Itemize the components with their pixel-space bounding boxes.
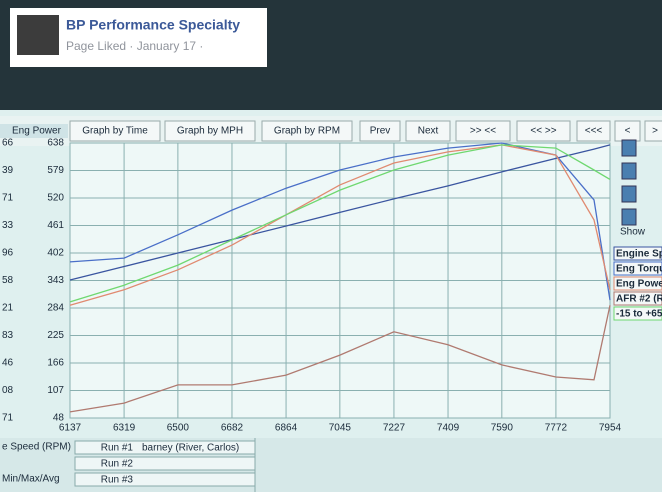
toolbar-button[interactable]: << >> <box>516 120 571 142</box>
button-face[interactable] <box>261 120 353 142</box>
run-name: barney (River, Carlos) <box>142 443 239 454</box>
button-face[interactable] <box>164 120 256 142</box>
legend-label: Eng Power <box>616 279 662 290</box>
left-axis-label: 83 <box>2 330 14 341</box>
legend-label: AFR #2 (Re <box>616 294 662 305</box>
run-label: Run #2 <box>101 459 134 470</box>
button-label[interactable]: > <box>652 126 658 137</box>
y-tick-label: 638 <box>47 138 64 149</box>
legend-label: Eng Torqu <box>616 264 662 275</box>
x-tick-label: 6137 <box>59 423 82 434</box>
y-tick-label: 284 <box>47 303 64 314</box>
side-button[interactable] <box>621 139 637 157</box>
x-tick-label: 7409 <box>437 423 460 434</box>
left-axis-label: 21 <box>2 303 14 314</box>
left-axis-label: 33 <box>2 220 14 231</box>
toolbar-button[interactable]: Prev <box>359 120 401 142</box>
axis-header <box>0 124 68 138</box>
left-axis-label: 46 <box>2 358 14 369</box>
legend-box <box>613 276 662 291</box>
toolbar-button[interactable]: Next <box>405 120 451 142</box>
toolbar-button[interactable]: <<< <box>576 120 611 142</box>
legend-box <box>613 261 662 276</box>
y-tick-label: 166 <box>47 358 64 369</box>
button-face[interactable] <box>516 120 571 142</box>
post-title: BP Performance Specialty <box>66 17 240 33</box>
button-label[interactable]: < <box>625 126 631 137</box>
y-tick-label: 402 <box>47 248 64 259</box>
x-axis-label: e Speed (RPM) <box>2 442 71 453</box>
y-tick-label: 48 <box>53 413 65 424</box>
run-label: Run #3 <box>101 475 134 486</box>
x-tick-label: 6319 <box>113 423 136 434</box>
side-button[interactable] <box>621 185 637 203</box>
x-tick-label: 6500 <box>167 423 190 434</box>
toolbar-button[interactable]: > <box>644 120 662 142</box>
button-face[interactable] <box>455 120 511 142</box>
button-label[interactable]: >> << <box>470 126 496 137</box>
left-axis-label: 66 <box>2 138 14 149</box>
button-label[interactable]: << >> <box>530 126 556 137</box>
left-axis-label: 71 <box>2 193 14 204</box>
series-line <box>69 144 611 303</box>
button-face[interactable] <box>359 120 401 142</box>
x-tick-label: 7954 <box>599 423 622 434</box>
toolbar-button[interactable]: < <box>614 120 641 142</box>
run-row <box>74 472 256 487</box>
y-tick-label: 579 <box>47 165 64 176</box>
run-row <box>74 456 256 471</box>
toolbar-button[interactable]: Graph by Time <box>69 120 161 142</box>
button-label[interactable]: Prev <box>370 126 391 137</box>
run-label: Run #1 <box>101 443 134 454</box>
button-label[interactable]: Next <box>418 126 439 137</box>
legend-label: Engine Spe <box>616 249 662 260</box>
left-axis-label: 58 <box>2 275 14 286</box>
left-axis-label: 71 <box>2 413 14 424</box>
legend-box <box>613 246 662 261</box>
y-tick-label: 107 <box>47 385 64 396</box>
series-line <box>69 144 611 306</box>
x-tick-label: 7045 <box>329 423 352 434</box>
min-max-label: Min/Max/Avg <box>2 474 60 485</box>
button-face[interactable] <box>69 120 161 142</box>
x-tick-label: 7227 <box>383 423 406 434</box>
button-label[interactable]: <<< <box>585 126 603 137</box>
side-button[interactable] <box>621 162 637 180</box>
left-axis-label: 39 <box>2 165 14 176</box>
legend-label: -15 to +65 <box>616 309 662 320</box>
button-label[interactable]: Graph by RPM <box>274 126 340 137</box>
post-subtitle: Page Liked · January 17 · <box>66 39 203 53</box>
legend-box <box>613 306 662 321</box>
button-label[interactable]: Graph by Time <box>82 126 148 137</box>
y-tick-label: 520 <box>47 193 64 204</box>
button-face[interactable] <box>405 120 451 142</box>
y-tick-label: 461 <box>47 220 64 231</box>
x-tick-label: 6682 <box>221 423 244 434</box>
side-button[interactable] <box>621 208 637 226</box>
button-label[interactable]: Graph by MPH <box>177 126 243 137</box>
toolbar-button[interactable]: Graph by MPH <box>164 120 256 142</box>
toolbar-button[interactable]: Graph by RPM <box>261 120 353 142</box>
y-axis-label: Eng Power <box>12 126 62 137</box>
y-tick-label: 225 <box>47 330 64 341</box>
legend-box <box>613 291 662 306</box>
run-row <box>74 440 256 455</box>
x-tick-label: 7772 <box>545 423 568 434</box>
y-tick-label: 343 <box>47 275 64 286</box>
avatar <box>17 15 59 55</box>
left-axis-label: 08 <box>2 385 14 396</box>
series-line <box>69 144 611 281</box>
button-face[interactable] <box>644 120 662 142</box>
toolbar-button[interactable]: >> << <box>455 120 511 142</box>
button-face[interactable] <box>576 120 611 142</box>
series-line <box>69 142 611 301</box>
series-line <box>69 305 611 413</box>
show-label: Show <box>620 227 646 238</box>
left-axis-label: 96 <box>2 248 14 259</box>
x-tick-label: 7590 <box>491 423 514 434</box>
x-tick-label: 6864 <box>275 423 298 434</box>
